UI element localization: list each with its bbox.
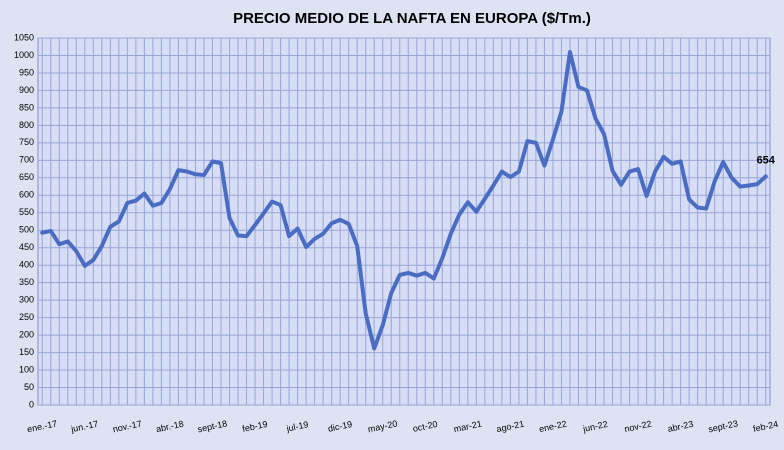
- y-tick-label: 450: [19, 242, 34, 252]
- chart-title: PRECIO MEDIO DE LA NAFTA EN EUROPA ($/Tm…: [233, 10, 591, 27]
- y-tick-label: 300: [19, 295, 34, 305]
- x-tick-label: dic-19: [327, 419, 353, 434]
- line-series: [40, 49, 768, 351]
- y-tick-label: 1050: [14, 32, 34, 42]
- y-tick-label: 850: [19, 102, 34, 112]
- y-tick-label: 700: [19, 155, 34, 165]
- data-label: 654: [757, 154, 776, 166]
- y-tick-label: 500: [19, 225, 34, 235]
- y-tick-label: 950: [19, 67, 34, 77]
- y-tick-label: 150: [19, 347, 34, 357]
- y-tick-label: 550: [19, 207, 34, 217]
- x-tick-label: jul-19: [285, 419, 310, 434]
- y-tick-label: 750: [19, 137, 34, 147]
- y-tick-label: 900: [19, 85, 34, 95]
- y-tick-label: 100: [19, 364, 34, 374]
- y-tick-label: 600: [19, 190, 34, 200]
- y-tick-label: 650: [19, 172, 34, 182]
- y-tick-label: 350: [19, 277, 34, 287]
- y-tick-label: 50: [24, 382, 34, 392]
- y-tick-label: 0: [29, 399, 34, 409]
- y-tick-label: 250: [19, 312, 34, 322]
- y-tick-label: 800: [19, 120, 34, 130]
- plot-area: [37, 37, 771, 406]
- y-tick-label: 1000: [14, 50, 34, 60]
- y-tick-label: 200: [19, 329, 34, 339]
- y-tick-label: 400: [19, 260, 34, 270]
